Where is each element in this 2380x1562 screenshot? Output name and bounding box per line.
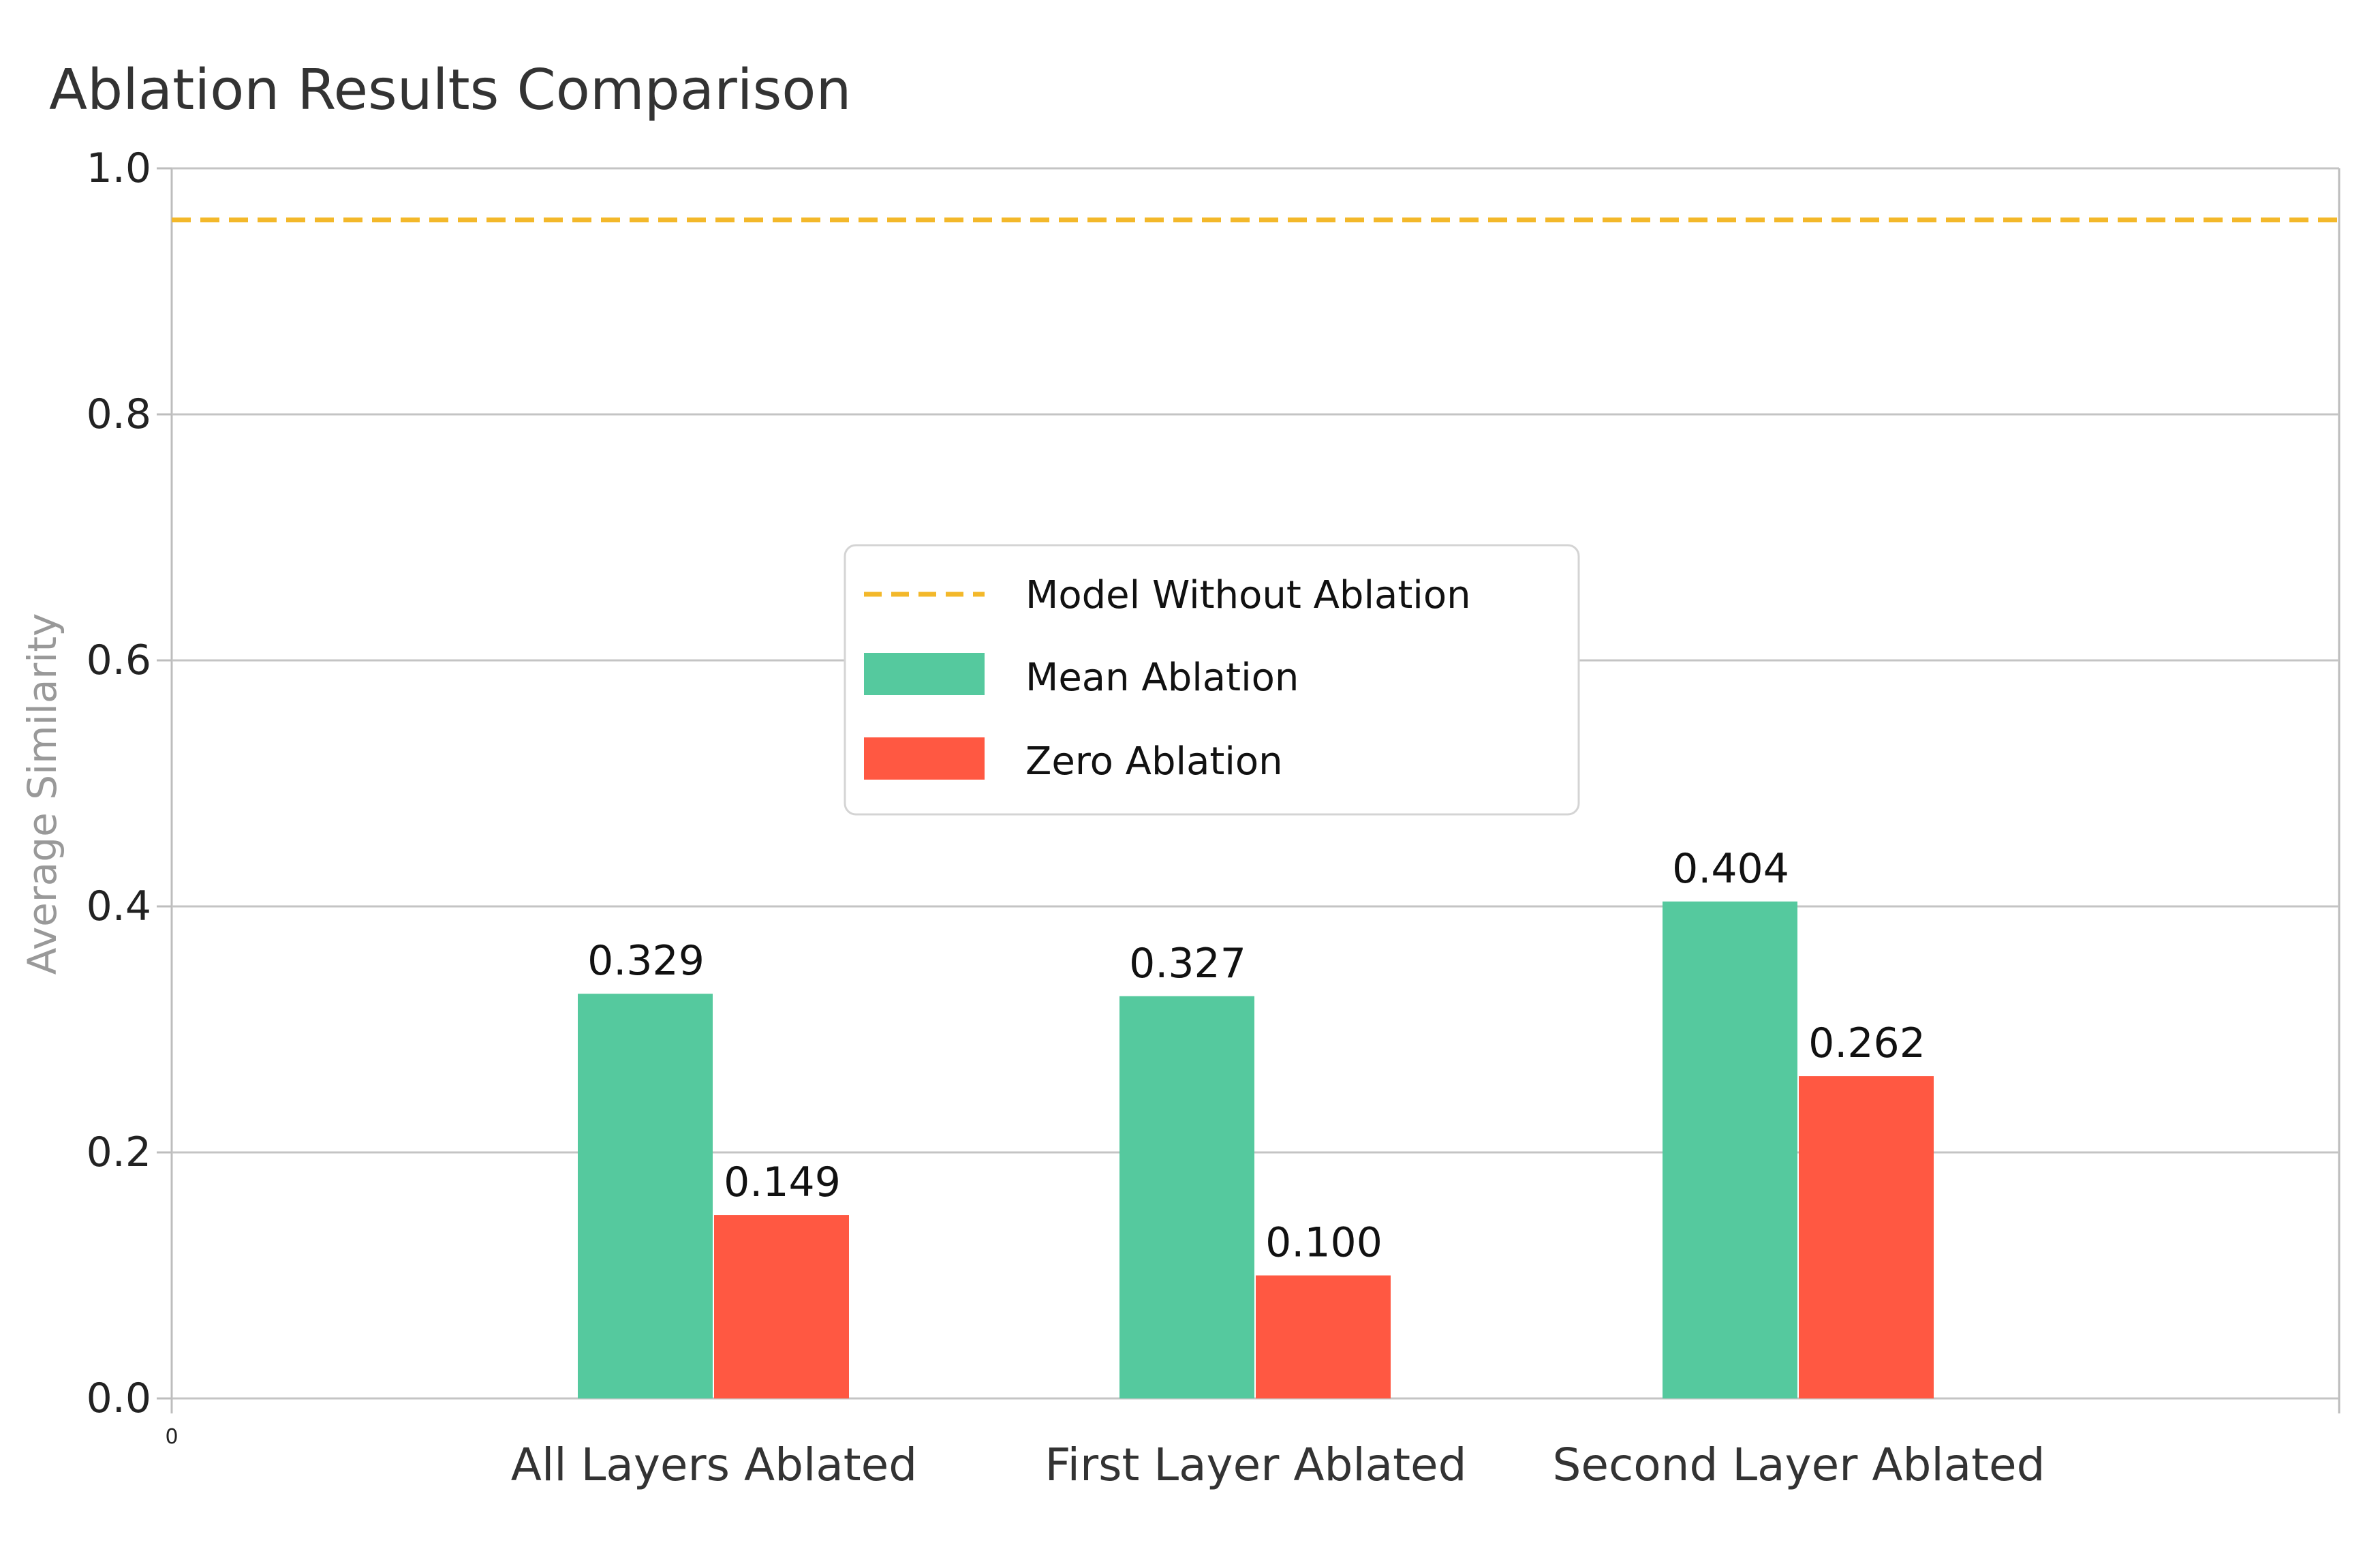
data-labels: 0.329 0.149 0.327 0.100 0.404 0.262 — [587, 845, 1926, 1267]
legend-zero-label: Zero Ablation — [1025, 739, 1283, 784]
legend-box — [844, 544, 1580, 816]
y-axis-label: Average Similarity — [19, 613, 65, 975]
x-tick-label: Second Layer Ablated — [1552, 1439, 2045, 1491]
origin-label: 0 — [165, 1425, 178, 1449]
y-tick-label: 0.2 — [87, 1129, 151, 1176]
bar — [1256, 1275, 1391, 1398]
legend-mean-label: Mean Ablation — [1025, 656, 1299, 700]
data-label: 0.404 — [1672, 845, 1789, 893]
x-tick-label: All Layers Ablated — [511, 1439, 917, 1491]
gridlines — [157, 167, 2340, 1413]
y-tick-label: 1.0 — [87, 144, 151, 192]
x-tick-label: First Layer Ablated — [1045, 1439, 1466, 1491]
bar — [1663, 901, 1797, 1398]
legend: Model Without Ablation Mean Ablation Zer… — [844, 544, 1580, 816]
y-tick-label: 0.8 — [87, 390, 151, 438]
y-tick-label: 0.6 — [87, 637, 151, 684]
data-label: 0.329 — [587, 937, 705, 985]
x-axis-ticks: All Layers Ablated First Layer Ablated Sec… — [511, 1439, 2045, 1491]
y-axis-ticks: 0.0 0.2 0.4 0.6 0.8 1.0 — [87, 144, 151, 1422]
bar — [1799, 1076, 1934, 1398]
chart-title: Ablation Results Comparison — [49, 58, 851, 123]
bar — [1119, 996, 1254, 1398]
data-label: 0.149 — [724, 1159, 841, 1206]
bars — [578, 901, 1934, 1398]
data-label: 0.262 — [1808, 1020, 1926, 1067]
y-tick-label: 0.0 — [87, 1375, 151, 1422]
data-label: 0.100 — [1265, 1219, 1382, 1267]
legend-reference-label: Model Without Ablation — [1025, 573, 1471, 617]
legend-mean-swatch — [864, 653, 985, 695]
legend-zero-swatch — [864, 737, 985, 780]
bar — [714, 1215, 849, 1398]
y-tick-label: 0.4 — [87, 883, 151, 930]
bar — [578, 994, 713, 1398]
data-label: 0.327 — [1129, 940, 1246, 987]
